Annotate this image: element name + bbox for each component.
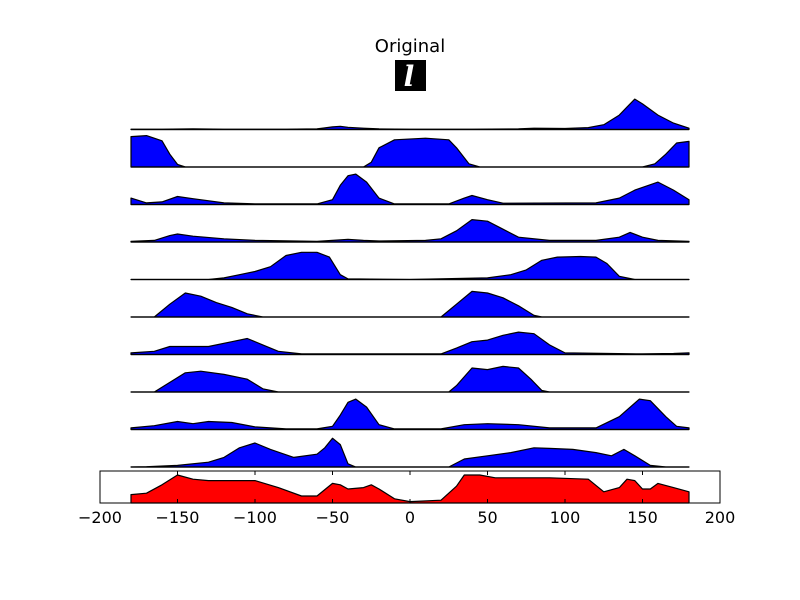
x-tick-label: −150 xyxy=(156,508,200,527)
digit-thumbnail: l xyxy=(395,60,426,93)
x-tick-label: 200 xyxy=(705,508,736,527)
ridge-area-9 xyxy=(130,398,690,431)
x-tick-label: −100 xyxy=(233,508,277,527)
ridge-series-5 xyxy=(130,251,690,281)
ridge-area-4 xyxy=(130,219,690,243)
x-tick-label: −200 xyxy=(78,508,122,527)
ridge-series-3 xyxy=(130,173,690,206)
ridge-area-5 xyxy=(130,251,690,281)
ridge-series-2 xyxy=(130,135,690,168)
x-tick-label: 0 xyxy=(405,508,415,527)
x-tick-label: 100 xyxy=(550,508,581,527)
ridge-series-7 xyxy=(130,331,690,356)
digit-thumbnail-glyph: l xyxy=(404,60,415,93)
combined-panel xyxy=(99,470,721,504)
ridge-area-6 xyxy=(130,290,690,318)
ridge-area-3 xyxy=(130,173,690,206)
x-axis: −200 −150 −100 −50 0 50 100 150 200 xyxy=(78,471,735,527)
ridge-series-group xyxy=(130,98,690,468)
ridge-area-2 xyxy=(130,135,690,168)
x-tick-label: 50 xyxy=(477,508,497,527)
ridge-series-6 xyxy=(130,290,690,318)
ridge-area-8 xyxy=(130,365,690,393)
ridge-area-7 xyxy=(130,331,690,356)
ridge-series-10 xyxy=(130,437,690,468)
ridge-area-10 xyxy=(130,437,690,468)
digit-thumbnail-background xyxy=(395,60,426,91)
ridge-series-1 xyxy=(130,98,690,131)
x-tick-label: 150 xyxy=(627,508,658,527)
ridge-series-4 xyxy=(130,219,690,243)
ridge-series-8 xyxy=(130,365,690,393)
ridge-series-9 xyxy=(130,398,690,431)
x-tick-label: −50 xyxy=(316,508,350,527)
ridge-area-1 xyxy=(130,98,690,131)
chart-title: Original xyxy=(375,36,445,57)
